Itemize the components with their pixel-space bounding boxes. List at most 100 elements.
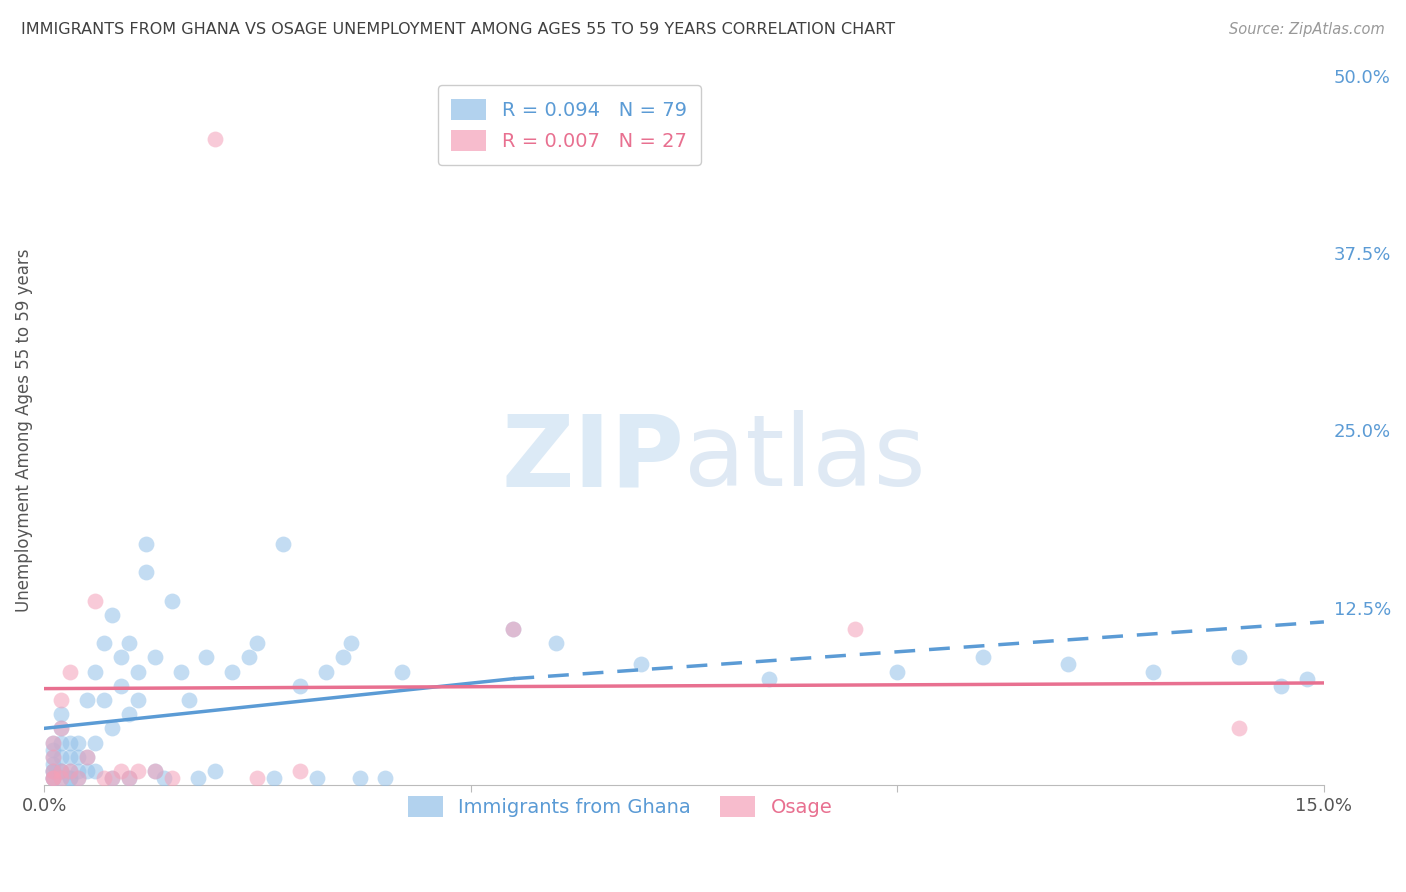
Point [76,693,98,707]
Point [93,771,115,785]
Point [143,764,166,778]
Point [59,771,82,785]
Point [93,636,115,650]
Point [76,749,98,764]
Point [51,693,73,707]
Point [160,593,183,607]
Point [118,771,141,785]
Point [135,566,157,580]
Point [118,771,141,785]
Point [76,749,98,764]
Point [67,764,90,778]
Point [41,735,63,749]
Point [51,764,73,778]
Legend: Immigrants from Ghana, Osage: Immigrants from Ghana, Osage [399,789,841,825]
Point [110,764,132,778]
Point [59,764,82,778]
Point [127,665,149,679]
Point [1057,657,1080,672]
Point [118,707,141,722]
Point [51,707,73,722]
Point [332,650,354,665]
Point [152,771,174,785]
Point [127,764,149,778]
Point [41,756,63,771]
Point [67,735,90,749]
Point [179,693,201,707]
Point [101,722,124,736]
Point [169,665,191,679]
Point [135,537,157,551]
Point [101,771,124,785]
Point [630,657,652,672]
Point [84,764,107,778]
Point [288,679,311,693]
Text: Source: ZipAtlas.com: Source: ZipAtlas.com [1229,22,1385,37]
Point [374,771,396,785]
Point [41,764,63,778]
Point [41,764,63,778]
Point [51,764,73,778]
Point [1295,672,1317,686]
Point [41,749,63,764]
Point [544,636,567,650]
Point [143,650,166,665]
Point [41,771,63,785]
Point [187,771,209,785]
Y-axis label: Unemployment Among Ages 55 to 59 years: Unemployment Among Ages 55 to 59 years [15,249,32,612]
Point [127,693,149,707]
Point [59,749,82,764]
Point [271,537,294,551]
Point [41,735,63,749]
Text: atlas: atlas [683,410,925,508]
Text: IMMIGRANTS FROM GHANA VS OSAGE UNEMPLOYMENT AMONG AGES 55 TO 59 YEARS CORRELATIO: IMMIGRANTS FROM GHANA VS OSAGE UNEMPLOYM… [21,22,896,37]
Point [93,693,115,707]
Point [1227,722,1250,736]
Point [1270,679,1292,693]
Point [143,764,166,778]
Point [307,771,329,785]
Point [195,650,218,665]
Point [41,749,63,764]
Point [246,636,269,650]
Point [41,742,63,756]
Point [67,771,90,785]
Point [1227,650,1250,665]
Point [349,771,371,785]
Point [84,665,107,679]
Point [51,771,73,785]
Point [41,771,63,785]
Point [288,764,311,778]
Point [101,607,124,622]
Point [844,622,866,636]
Point [118,636,141,650]
Point [59,764,82,778]
Point [59,735,82,749]
Point [340,636,363,650]
Point [51,749,73,764]
Point [84,593,107,607]
Point [160,771,183,785]
Point [204,132,226,146]
Point [221,665,243,679]
Point [59,665,82,679]
Point [391,665,413,679]
Point [502,622,524,636]
Point [67,749,90,764]
Point [41,764,63,778]
Text: ZIP: ZIP [501,410,683,508]
Point [101,771,124,785]
Point [51,771,73,785]
Point [972,650,994,665]
Point [238,650,260,665]
Point [76,764,98,778]
Point [59,771,82,785]
Point [67,771,90,785]
Point [51,735,73,749]
Point [886,665,908,679]
Point [502,622,524,636]
Point [51,722,73,736]
Point [204,764,226,778]
Point [263,771,285,785]
Point [1142,665,1164,679]
